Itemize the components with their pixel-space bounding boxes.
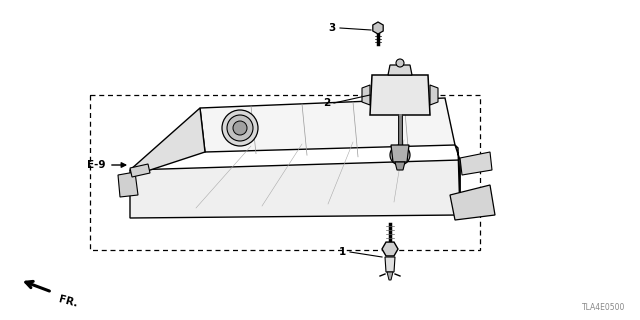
Polygon shape xyxy=(455,145,460,215)
Polygon shape xyxy=(130,164,150,177)
Text: 2: 2 xyxy=(323,98,330,108)
Polygon shape xyxy=(391,145,409,162)
Polygon shape xyxy=(450,185,495,220)
Text: 3: 3 xyxy=(329,23,336,33)
Polygon shape xyxy=(118,172,138,197)
Bar xyxy=(90,95,480,250)
Circle shape xyxy=(233,121,247,135)
Polygon shape xyxy=(387,272,393,280)
Polygon shape xyxy=(130,160,460,218)
Text: E-9: E-9 xyxy=(88,160,106,170)
Text: 1: 1 xyxy=(339,247,346,257)
Circle shape xyxy=(396,59,404,67)
Polygon shape xyxy=(130,108,205,175)
Polygon shape xyxy=(430,85,438,105)
Text: TLA4E0500: TLA4E0500 xyxy=(582,303,625,312)
Polygon shape xyxy=(388,65,412,75)
Polygon shape xyxy=(460,152,492,175)
Polygon shape xyxy=(373,22,383,34)
Polygon shape xyxy=(200,98,455,152)
Polygon shape xyxy=(385,257,395,272)
Polygon shape xyxy=(362,85,370,105)
Polygon shape xyxy=(370,75,430,115)
Circle shape xyxy=(227,115,253,141)
Text: FR.: FR. xyxy=(57,294,78,309)
Polygon shape xyxy=(395,162,405,170)
Polygon shape xyxy=(382,242,398,256)
Circle shape xyxy=(390,145,410,165)
Circle shape xyxy=(222,110,258,146)
